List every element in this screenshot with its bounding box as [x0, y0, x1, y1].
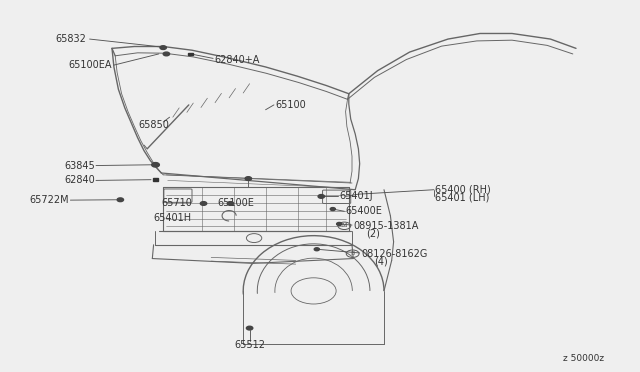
Circle shape [337, 222, 342, 225]
Bar [154, 178, 157, 181]
Text: z 50000z: z 50000z [563, 355, 604, 363]
Text: 65710: 65710 [161, 199, 192, 208]
Circle shape [163, 52, 170, 56]
Text: (4): (4) [374, 257, 388, 266]
Text: 65401H: 65401H [154, 213, 192, 222]
Circle shape [314, 248, 319, 251]
Circle shape [330, 208, 335, 211]
Circle shape [117, 198, 124, 202]
Text: B: B [351, 251, 355, 256]
Text: 08126-8162G: 08126-8162G [362, 249, 428, 259]
Text: 08915-1381A: 08915-1381A [353, 221, 419, 231]
Bar [188, 52, 193, 55]
Text: 65400 (RH): 65400 (RH) [435, 185, 491, 195]
Circle shape [152, 163, 159, 167]
Circle shape [246, 326, 253, 330]
Text: 65512: 65512 [234, 340, 265, 350]
Text: 65100E: 65100E [218, 199, 255, 208]
Text: 65401 (LH): 65401 (LH) [435, 192, 490, 202]
Circle shape [227, 202, 234, 205]
Text: 65100EA: 65100EA [68, 60, 112, 70]
Text: 65100: 65100 [275, 100, 306, 110]
Text: 65401J: 65401J [339, 192, 373, 201]
Text: M: M [342, 223, 347, 228]
Text: 65832: 65832 [56, 34, 86, 44]
Text: 65400E: 65400E [346, 206, 383, 216]
Circle shape [318, 195, 324, 198]
Text: 62840: 62840 [64, 176, 95, 185]
Circle shape [160, 46, 166, 49]
Text: 63845: 63845 [64, 161, 95, 170]
Text: 65850: 65850 [138, 120, 169, 129]
Text: 65722M: 65722M [29, 195, 69, 205]
Text: 62840+A: 62840+A [214, 55, 260, 64]
Text: (2): (2) [366, 228, 380, 238]
Circle shape [245, 177, 252, 180]
Circle shape [200, 202, 207, 205]
